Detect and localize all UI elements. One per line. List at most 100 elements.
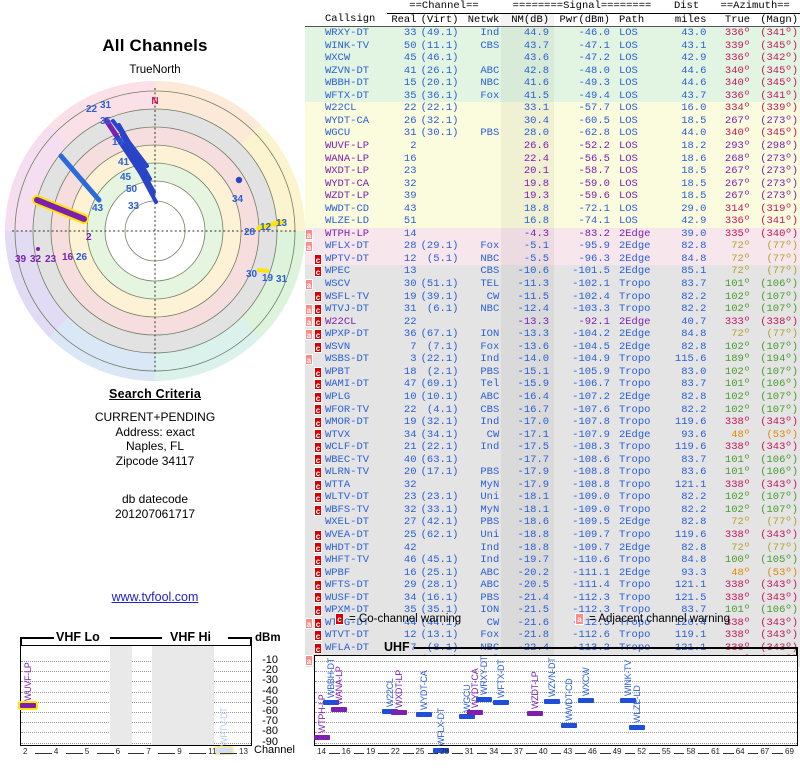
table-row[interactable]: a c WTOG-DT 44 (44.1) CW -21.6 -112.5 Tropo 120.4…	[305, 616, 800, 630]
col-header-real[interactable]: Real	[386, 13, 417, 28]
channel-axis-label: Channel	[254, 744, 295, 756]
table-row[interactable]: WLZE-LD 51 16.8 -74.1 LOS 42.9 336º (341º)	[305, 215, 800, 228]
cell-power: -109.0	[572, 503, 610, 516]
table-row[interactable]: WYDT-CA 26 (32.1) 30.4 -60.5 LOS 18.5 267º (273º…	[305, 114, 800, 128]
table-row[interactable]: WRXY-DT 33 (49.1) Ind 44.9 -46.0 LOS 43.0 336º (3…	[305, 26, 800, 40]
dbm-tick-label: -60	[262, 705, 278, 717]
spectrum-bar[interactable]	[467, 709, 484, 715]
spectrum-bar[interactable]	[620, 697, 637, 703]
spectrum-bar[interactable]	[492, 700, 509, 706]
table-row[interactable]: c WHFT-TV 46 (45.1) Ind -19.7 -110.6 Tropo 84.8 1…	[305, 554, 800, 567]
table-row[interactable]: WXEL-DT 27 (42.1) PBS -18.6 -109.5 2Edge 82.8 72…	[305, 516, 800, 529]
table-row[interactable]: c WTVX 34 (34.1) CW -17.1 -107.9 2Edge 93.6 48º (5…	[305, 428, 800, 442]
table-row[interactable]: WANA-LP 16 22.4 -56.5 LOS 18.6 268º (273º)	[305, 152, 800, 166]
spectrum-bar[interactable]	[433, 747, 450, 753]
cell-callsign: WWDT-CD	[324, 202, 370, 215]
col-header-miles[interactable]: miles	[662, 13, 711, 28]
table-row[interactable]: c WSVN 7 (7.1) Fox -13.6 -104.5 2Edge 82.8 102º (1…	[305, 340, 800, 354]
spectrum-bar[interactable]	[382, 708, 399, 714]
table-row[interactable]: c WFTS-DT 29 (28.1) ABC -20.5 -111.4 Tropo 121.1…	[305, 579, 800, 592]
table-row[interactable]: c WHDT-DT 42 Ind -18.8 -109.7 2Edge 82.8 72º (77º…	[305, 541, 800, 555]
cell-callsign: WYDT-CA	[324, 114, 370, 127]
spectrum-bar[interactable]	[314, 734, 330, 740]
table-row[interactable]: c WPLG 10 (10.1) ABC -16.4 -107.2 2Edge 82.8 102º…	[305, 390, 800, 404]
spectrum-bar[interactable]	[577, 697, 594, 703]
table-row[interactable]: c WPEC 13 CBS -10.6 -101.5 2Edge 85.1 72º (77º)	[305, 265, 800, 279]
warning-cell-empty	[305, 77, 314, 90]
table-row[interactable]: c WCLF-DT 21 (22.1) Ind -17.5 -108.3 Tropo 119.6…	[305, 441, 800, 454]
col-header-nm[interactable]: NM(dB)	[501, 13, 555, 28]
table-row[interactable]: c WPTV-DT 12 (5.1) NBC -5.5 -96.3 2Edge 84.8 72º (…	[305, 252, 800, 266]
table-row[interactable]: c WPBF 16 (25.1) ABC -20.2 -111.1 2Edge 93.3 48º (…	[305, 566, 800, 580]
col-header-callsign[interactable]: Callsign	[322, 13, 387, 28]
cell-azimuth-magnetic: (339º)	[760, 102, 798, 115]
spectrum-bar[interactable]	[458, 713, 475, 719]
table-row[interactable]: WUVF-LP 2 26.6 -52.2 LOS 18.2 293º (298º)	[305, 140, 800, 153]
cell-path: LOS	[618, 190, 638, 203]
spectrum-bar[interactable]	[526, 710, 543, 716]
spectrum-bar[interactable]	[628, 725, 645, 731]
table-row[interactable]: c WTVT-DT 12 (13.1) Fox -21.8 -112.6 Tropo 119.1…	[305, 629, 800, 642]
table-row[interactable]: c WUSF-DT 34 (16.1) PBS -21.4 -112.3 Tropo 121.5…	[305, 591, 800, 605]
table-row[interactable]: a WSBS-DT 3 (22.1) Ind -14.0 -104.9 Tropo 115.6 1…	[305, 353, 800, 366]
cell-virtual-channel	[417, 316, 462, 329]
col-header-magn[interactable]: (Magn)	[750, 13, 800, 28]
table-row[interactable]: c WPXM-DT 35 (35.1) ION -21.5 -112.3 Tropo 83.7 1…	[305, 604, 800, 617]
warning-cell-empty	[314, 65, 323, 78]
spectrum-bar[interactable]	[390, 709, 407, 715]
spectrum-bar[interactable]	[20, 703, 36, 709]
spectrum-bar[interactable]	[560, 723, 577, 729]
spectrum-bar[interactable]	[475, 696, 492, 702]
spectrum-bar[interactable]	[331, 707, 348, 713]
cell-azimuth-magnetic: (107º)	[760, 303, 798, 316]
table-row[interactable]: W22CL 22 (22.1) 33.1 -57.7 LOS 16.0 334º (339º)	[305, 102, 800, 115]
table-row[interactable]: WXDT-LP 23 20.1 -58.7 LOS 18.5 267º (273º)	[305, 165, 800, 178]
spectrum-bar[interactable]	[543, 698, 560, 704]
table-row[interactable]: a WFLX-DT 28 (29.1) Fox -5.1 -95.9 2Edge 82.8 72º…	[305, 240, 800, 253]
cell-azimuth-true: 102º	[724, 390, 751, 403]
table-row[interactable]: a c WTVJ-DT 31 (6.1) NBC -12.4 -103.3 Tropo 82.2 1…	[305, 303, 800, 316]
col-header-path[interactable]: Path	[614, 13, 663, 28]
table-row[interactable]: WBBH-DT 15 (20.1) NBC 41.6 -49.3 LOS 44.6 340º (3…	[305, 77, 800, 90]
table-row[interactable]: c WSFL-TV 19 (39.1) CW -11.5 -102.4 Tropo 82.2 10…	[305, 290, 800, 304]
col-header-netwk[interactable]: Netwk	[461, 13, 502, 28]
table-row[interactable]: WZDT-LP 39 19.3 -59.6 LOS 18.5 267º (273º)	[305, 190, 800, 203]
table-row[interactable]: WZVN-DT 41 (26.1) ABC 42.8 -48.0 LOS 44.6 340º (3…	[305, 64, 800, 78]
col-header-pwr[interactable]: Pwr(dBm)	[554, 13, 615, 28]
cell-distance: 83.6	[681, 466, 707, 479]
warning-cell-empty	[305, 466, 314, 479]
table-row[interactable]: c WBFS-TV 32 (33.1) MyN -18.1 -109.0 Tropo 82.2 1…	[305, 503, 800, 517]
table-row[interactable]: c WBEC-TV 40 (63.1) -17.7 -108.6 Tropo 83.7 101º…	[305, 453, 800, 467]
table-row[interactable]: a WTPH-LP 14 -4.3 -83.2 2Edge 39.0 335º (340º)	[305, 227, 800, 241]
table-row[interactable]: WGCU 31 (30.1) PBS 28.0 -62.8 LOS 44.0 340º (345º…	[305, 127, 800, 141]
table-row[interactable]: WFTX-DT 35 (36.1) Fox 41.5 -49.4 LOS 43.7 336º (3…	[305, 89, 800, 103]
table-row[interactable]: c WLRN-TV 20 (17.1) PBS -17.9 -108.8 Tropo 83.6 1…	[305, 466, 800, 479]
table-row[interactable]: c WVEA-DT 25 (62.1) Uni -18.8 -109.7 Tropo 119.6…	[305, 528, 800, 542]
co-channel-warning-icon: c	[313, 266, 322, 278]
col-header-virt[interactable]: (Virt)	[416, 13, 462, 28]
table-row[interactable]: c WMOR-DT 19 (32.1) Ind -17.0 -107.8 Tropo 119.6…	[305, 416, 800, 429]
cell-callsign: WVEA-DT	[324, 528, 370, 541]
table-row[interactable]: c WFOR-TV 22 (4.1) CBS -16.7 -107.6 Tropo 82.2 10…	[305, 403, 800, 417]
cell-virtual-channel: (32.1)	[420, 416, 459, 429]
table-row[interactable]: WWDT-CD 43 18.8 -72.1 LOS 29.0 314º (319º)	[305, 202, 800, 216]
table-row[interactable]: WINK-TV 50 (11.1) CBS 43.7 -47.1 LOS 43.1 339º (3…	[305, 39, 800, 53]
spectrum-bar[interactable]	[322, 700, 339, 706]
table-row[interactable]: c WPBT 18 (2.1) PBS -15.1 -105.9 Tropo 83.0 102º (…	[305, 365, 800, 379]
spectrum-bar[interactable]	[416, 711, 433, 717]
table-row[interactable]: WYDT-CA 32 19.8 -59.0 LOS 18.5 267º (273º)	[305, 177, 800, 191]
col-header-true[interactable]: True	[710, 13, 751, 28]
cell-distance: 82.2	[681, 491, 707, 504]
spectrum-bar[interactable]	[216, 748, 233, 754]
site-link[interactable]: www.tvfool.com	[111, 590, 199, 604]
table-row[interactable]: a c WPXP-DT 36 (67.1) ION -13.3 -104.2 2Edge 84.8…	[305, 328, 800, 341]
table-row[interactable]: a c W22CL 22 -13.3 -92.1 2Edge 40.7 333º (338º)	[305, 315, 800, 329]
table-row[interactable]: c WTTA 32 MyN -17.9 -108.8 Tropo 121.1 338º (343º…	[305, 478, 800, 492]
table-row[interactable]: WXCW 45 (46.1) 43.6 -47.2 LOS 42.9 336º (342º)	[305, 52, 800, 65]
cell-real-channel: 3	[410, 353, 417, 366]
table-row[interactable]: c WAMI-DT 47 (69.1) Tel -15.9 -106.7 Tropo 83.7 1…	[305, 378, 800, 391]
cell-noise-margin: -16.7	[501, 403, 555, 417]
table-row[interactable]: c WLTV-DT 23 (23.1) Uni -18.1 -109.0 Tropo 82.2 1…	[305, 491, 800, 504]
cell-noise-margin: -13.6	[501, 340, 555, 354]
table-row[interactable]: a WSCV 30 (51.1) TEL -11.3 -102.1 Tropo 83.7 101º…	[305, 278, 800, 291]
